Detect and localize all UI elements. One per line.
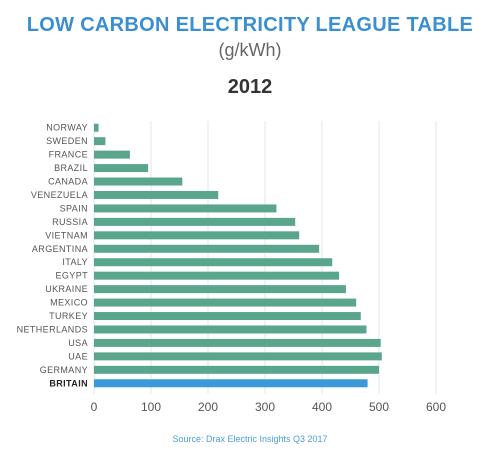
bar [94,365,379,374]
year-label: 2012 [227,76,273,98]
x-tick-label: 200 [198,400,218,414]
bar [94,244,320,253]
bar [94,285,346,294]
category-label: FRANCE [49,150,88,160]
bar [94,352,382,361]
bar [94,150,130,159]
bar [94,258,333,267]
x-tick-label: 100 [141,400,161,414]
bar [94,190,219,199]
chart-title: LOW CARBON ELECTRICITY LEAGUE TABLE [26,14,474,36]
category-label: BRITAIN [49,378,88,388]
bar [94,298,357,307]
category-label: ITALY [62,257,88,267]
bar [94,379,368,388]
category-label: VENEZUELA [31,190,88,200]
category-label: NETHERLANDS [17,324,88,334]
category-label: UKRAINE [45,284,88,294]
source-note: Source: Drax Electric Insights Q3 2017 [172,434,328,444]
bar [94,177,183,186]
bar [94,217,296,226]
category-label: MEXICO [50,298,88,308]
bar [94,137,106,146]
bar [94,338,381,347]
x-tick-label: 300 [255,400,275,414]
bar [94,123,99,132]
bar [94,325,367,334]
x-tick-label: 400 [312,400,332,414]
bar [94,204,277,213]
category-label: ARGENTINA [32,244,88,254]
category-label: SPAIN [60,203,88,213]
x-tick-label: 0 [91,400,98,414]
bar [94,271,340,280]
category-label: RUSSIA [52,217,88,227]
category-label: TURKEY [49,311,88,321]
x-tick-label: 500 [369,400,389,414]
bar [94,164,149,173]
category-label: USA [68,338,88,348]
x-tick-label: 600 [426,400,446,414]
category-label: VIETNAM [45,230,88,240]
category-label: CANADA [48,177,88,187]
chart-subtitle: (g/kWh) [218,40,282,60]
category-label: EGYPT [55,271,88,281]
category-label: UAE [68,351,88,361]
category-label: SWEDEN [46,136,88,146]
bar [94,312,361,321]
category-label: GERMANY [40,365,88,375]
bar [94,231,300,240]
category-label: NORWAY [46,123,88,133]
category-label: BRAZIL [54,163,88,173]
